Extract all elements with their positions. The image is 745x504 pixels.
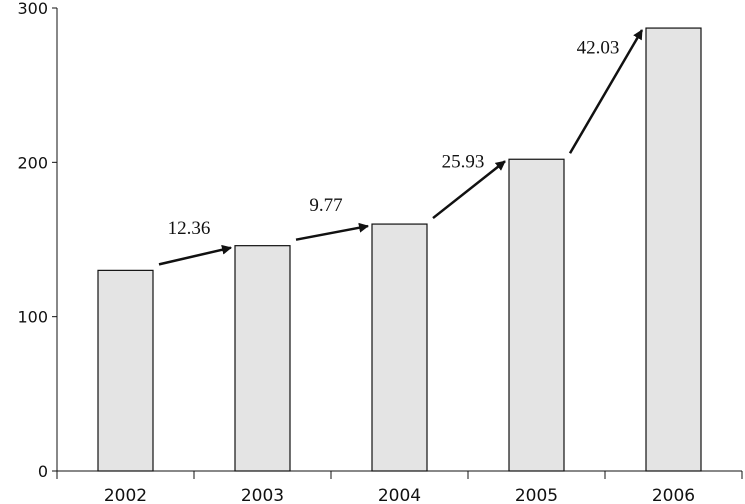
x-tick-label: 2003 [241, 486, 284, 504]
chart-labels: 0 100 200 300 2002 2003 2004 2005 2006 12.36 9.77 2… [17, 0, 695, 504]
bar-2003 [234, 245, 291, 472]
y-tick-label: 200 [17, 153, 48, 172]
bars [97, 27, 702, 472]
y-tick-label: 100 [17, 308, 48, 327]
growth-arrow [432, 160, 506, 220]
x-tick-label: 2004 [378, 486, 421, 504]
bar-2006 [645, 27, 702, 472]
growth-label: 25.93 [442, 152, 485, 173]
growth-label: 9.77 [309, 195, 342, 216]
y-tick-label: 0 [38, 462, 48, 481]
bar-2002 [97, 269, 154, 472]
x-tick-label: 2002 [104, 486, 147, 504]
growth-arrows [158, 29, 644, 266]
y-tick-label: 300 [17, 0, 48, 18]
x-tick-label: 2005 [515, 486, 558, 504]
growth-label: 42.03 [577, 38, 620, 59]
bar-2005 [508, 158, 565, 472]
x-tick-label: 2006 [652, 486, 695, 504]
growth-label: 12.36 [168, 218, 211, 239]
bar-2004 [371, 223, 428, 472]
growth-arrow [295, 222, 369, 241]
growth-arrow [568, 29, 644, 154]
growth-arrow [158, 244, 232, 266]
